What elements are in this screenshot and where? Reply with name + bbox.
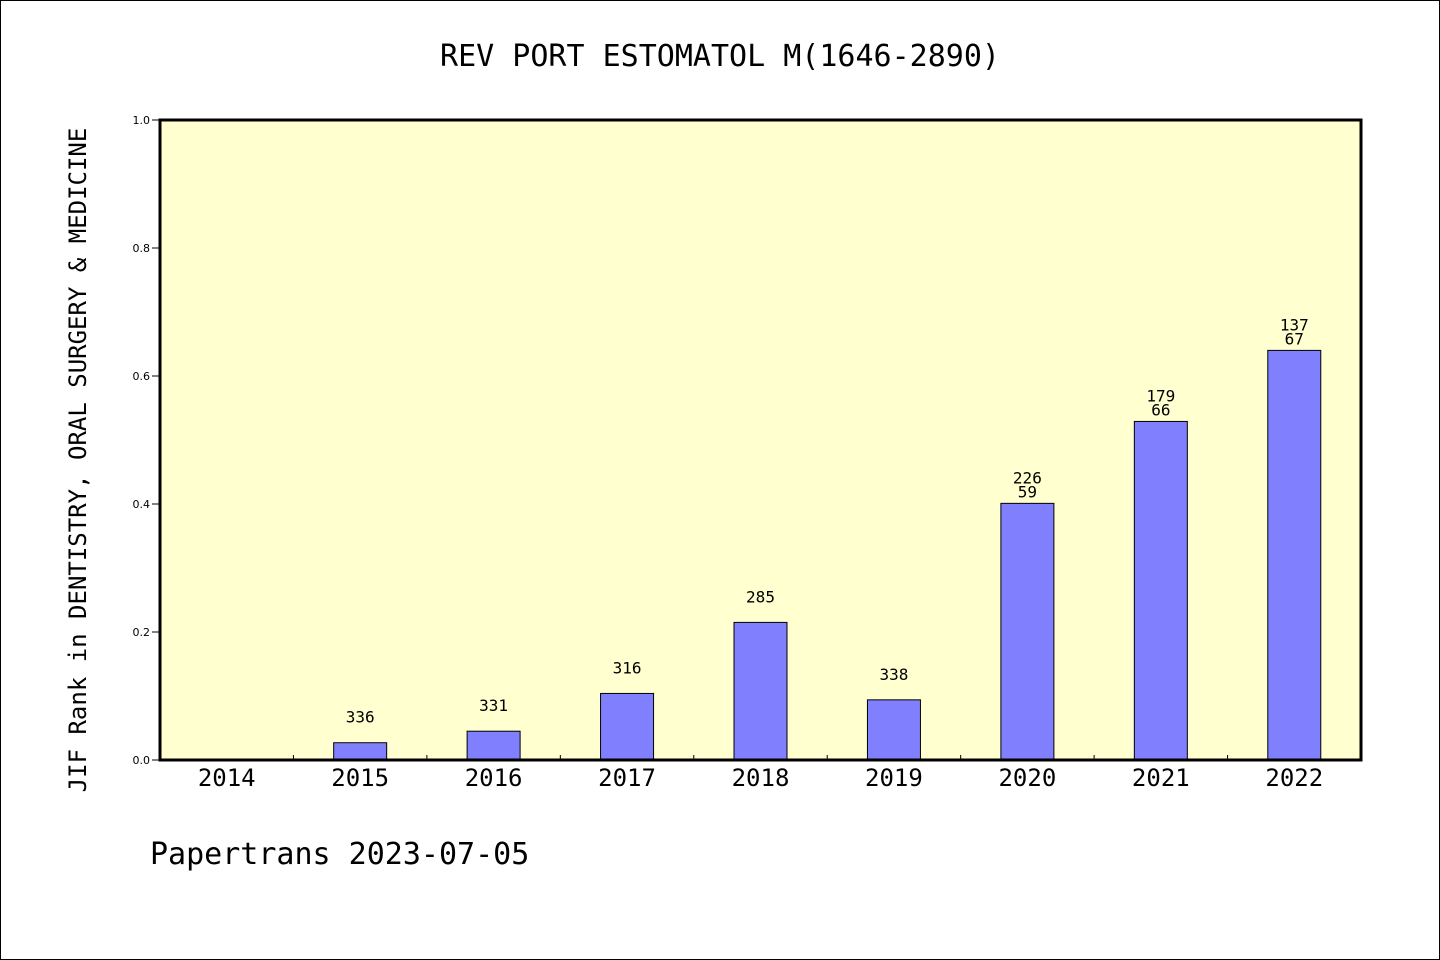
- x-tick-label-2022: 2022: [1265, 764, 1323, 792]
- y-tick-label-1: 0.2: [133, 626, 151, 639]
- y-tick-label-4: 0.8: [133, 242, 151, 255]
- chart-title: REV PORT ESTOMATOL M(1646-2890): [440, 39, 1000, 74]
- footer-text: Papertrans 2023-07-05: [150, 837, 529, 872]
- plot-border: [158, 118, 1363, 762]
- y-tick-label-5: 1.0: [133, 114, 151, 127]
- x-tick-label-2018: 2018: [732, 764, 790, 792]
- bars-group: [333, 349, 1322, 761]
- bar-label-2022-0: 137: [1280, 315, 1309, 334]
- bar-label-2015-0: 336: [346, 708, 375, 727]
- bar-2017: [600, 692, 655, 761]
- x-tick-label-2015: 2015: [331, 764, 389, 792]
- bar-2015: [333, 742, 388, 761]
- bar-2018: [733, 621, 788, 761]
- bar-2020: [1000, 502, 1055, 761]
- bar-2021: [1133, 420, 1188, 761]
- y-tick-label-2: 0.4: [133, 498, 151, 511]
- y-axis-label: JIF Rank in DENTISTRY, ORAL SURGERY & ME…: [64, 128, 92, 793]
- x-tick-label-2014: 2014: [198, 764, 256, 792]
- y-tick-label-0: 0.0: [133, 754, 151, 767]
- bar-label-2016-0: 331: [479, 696, 508, 715]
- x-tick-label-2021: 2021: [1132, 764, 1190, 792]
- ticks-group: 0.0 0.2 0.4 0.6 0.8 1.0 2014 2015 2016 2017 2018 20…: [133, 114, 1324, 792]
- bar-label-2021-0: 179: [1146, 386, 1175, 405]
- bar-label-2019-0: 338: [879, 665, 908, 684]
- bar-2022: [1267, 349, 1322, 761]
- bar-label-2020-0: 226: [1013, 468, 1042, 487]
- bar-label-2022-1: 67: [1285, 329, 1304, 348]
- x-tick-label-2019: 2019: [865, 764, 923, 792]
- bar-label-2020-1: 59: [1018, 482, 1037, 501]
- bar-2016: [466, 730, 521, 761]
- y-tick-label-3: 0.6: [133, 370, 151, 383]
- bar-label-2017-0: 316: [613, 658, 642, 677]
- x-tick-label-2017: 2017: [598, 764, 656, 792]
- x-tick-label-2020: 2020: [998, 764, 1056, 792]
- bar-2019: [866, 699, 921, 761]
- x-tick-label-2016: 2016: [465, 764, 523, 792]
- bar-label-2021-1: 66: [1151, 400, 1170, 419]
- bar-label-2018-0: 285: [746, 587, 775, 606]
